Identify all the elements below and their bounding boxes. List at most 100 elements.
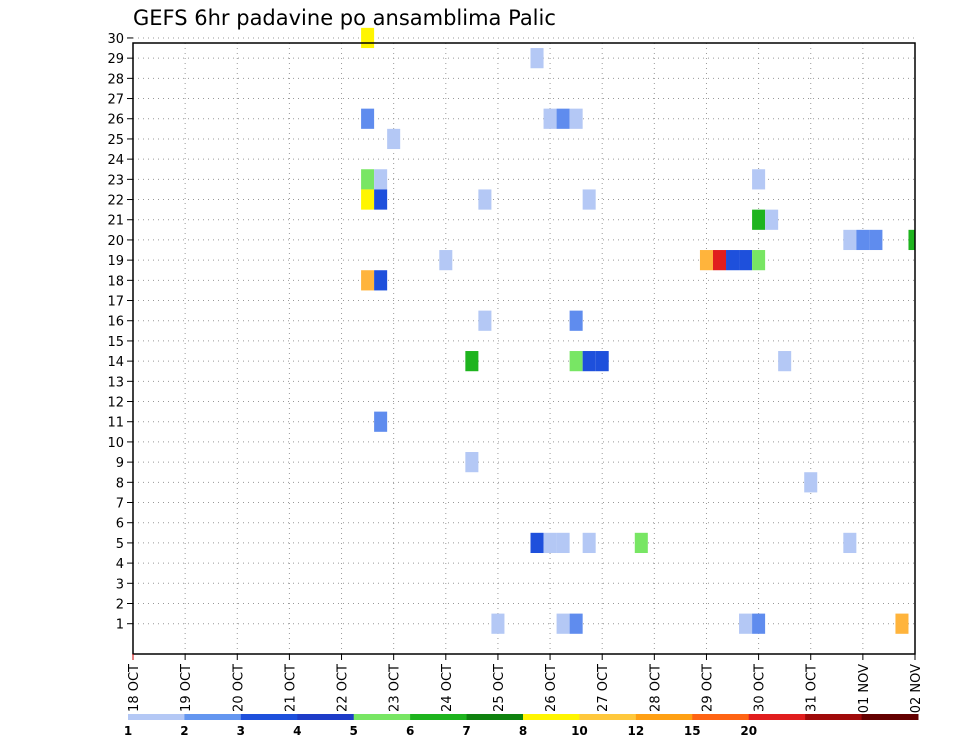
- heatmap-cell: [908, 229, 915, 251]
- colorbar-swatch: [410, 714, 468, 720]
- colorbar-label: 5: [350, 724, 358, 738]
- y-tick-label: 12: [107, 396, 124, 411]
- colorbar-swatch: [692, 714, 750, 720]
- heatmap-cell: [582, 351, 596, 372]
- y-tick-label: 18: [107, 274, 124, 289]
- y-tick-label: 19: [107, 254, 124, 269]
- heatmap-cell: [569, 310, 583, 331]
- colorbar-swatch: [748, 714, 806, 720]
- colorbar-swatch: [466, 714, 524, 720]
- heatmap-cell: [439, 250, 453, 271]
- heatmap-cell: [634, 532, 648, 554]
- x-tick-label: 01 NOV: [857, 664, 872, 713]
- heatmap-cell: [726, 250, 740, 271]
- heatmap-cell: [752, 209, 766, 230]
- y-tick-label: 23: [107, 173, 124, 188]
- heatmap-cell: [765, 209, 779, 230]
- heatmap-cell: [491, 613, 505, 634]
- y-tick-label: 21: [107, 214, 124, 229]
- x-tick-label: 19 OCT: [179, 664, 194, 712]
- y-tick-label: 11: [107, 416, 124, 431]
- y-tick-label: 4: [116, 557, 124, 572]
- y-tick-label: 17: [107, 295, 124, 310]
- colorbar-label: 8: [519, 724, 527, 738]
- chart-title: GEFS 6hr padavine po ansamblima Palic: [133, 6, 556, 30]
- y-axis: 1234567891011121314151617181920212223242…: [107, 32, 133, 633]
- heatmap-cell: [374, 270, 388, 291]
- heatmap-cell: [465, 351, 479, 372]
- colorbar-label: 7: [462, 724, 470, 738]
- heatmap-cell: [699, 250, 713, 271]
- colorbar-label: 1: [124, 724, 132, 738]
- heatmap-cell: [869, 229, 883, 251]
- heatmap-cell: [595, 351, 609, 372]
- colorbar-swatch: [523, 714, 580, 720]
- y-tick-label: 2: [116, 598, 124, 613]
- colorbar-swatch: [353, 714, 411, 720]
- heatmap-cell: [752, 250, 766, 271]
- colorbar-label: 10: [571, 724, 588, 738]
- heatmap-cell: [478, 189, 492, 210]
- colorbar-swatch: [240, 714, 298, 720]
- heatmap-cell: [556, 613, 570, 634]
- colorbar-label: 12: [628, 724, 645, 738]
- heatmap-cell: [387, 128, 401, 150]
- heatmap-cells: [361, 27, 915, 634]
- y-tick-label: 9: [116, 456, 124, 471]
- y-tick-label: 7: [116, 497, 124, 512]
- y-tick-label: 25: [107, 133, 124, 148]
- heatmap-cell: [752, 613, 766, 634]
- heatmap-cell: [361, 27, 375, 49]
- y-tick-label: 27: [107, 93, 124, 108]
- y-tick-label: 13: [107, 375, 124, 390]
- x-tick-label: 27 OCT: [596, 664, 611, 712]
- heatmap-cell: [804, 472, 818, 493]
- heatmap-cell: [374, 169, 388, 190]
- heatmap-cell: [374, 411, 388, 432]
- heatmap-cell: [530, 48, 544, 69]
- x-tick-label: 23 OCT: [388, 664, 403, 712]
- colorbar-swatch: [297, 714, 355, 720]
- heatmap-cell: [361, 189, 375, 210]
- heatmap-cell: [530, 532, 544, 554]
- heatmap-cell: [361, 169, 375, 190]
- colorbar-swatch: [579, 714, 637, 720]
- heatmap-cell: [556, 532, 570, 554]
- heatmap-cell: [739, 613, 753, 634]
- heatmap-cell: [478, 310, 492, 331]
- gridlines: [132, 37, 916, 654]
- x-tick-label: 02 NOV: [909, 664, 924, 713]
- heatmap-cell: [543, 532, 557, 554]
- heatmap-cell: [752, 169, 766, 190]
- colorbar-swatch: [128, 714, 185, 720]
- y-tick-label: 5: [116, 537, 124, 552]
- y-tick-label: 8: [116, 476, 124, 491]
- x-tick-label: 29 OCT: [700, 664, 715, 712]
- x-tick-label: 28 OCT: [648, 664, 663, 712]
- colorbar-label: 4: [293, 724, 301, 738]
- heatmap-cell: [569, 351, 583, 372]
- y-tick-label: 16: [107, 315, 124, 330]
- x-tick-label: 25 OCT: [492, 664, 507, 712]
- y-tick-label: 1: [116, 618, 124, 633]
- y-tick-label: 3: [116, 577, 124, 592]
- heatmap-cell: [361, 270, 375, 291]
- y-tick-label: 14: [107, 355, 124, 370]
- colorbar-swatch: [635, 714, 693, 720]
- y-tick-label: 24: [107, 153, 124, 168]
- heatmap-cell: [374, 189, 388, 210]
- heatmap-cell: [895, 613, 909, 634]
- colorbar-swatch: [861, 714, 919, 720]
- x-tick-label: 22 OCT: [336, 664, 351, 712]
- x-tick-label: 30 OCT: [753, 664, 768, 712]
- colorbar-swatch: [805, 714, 863, 720]
- plot-frame: [132, 42, 916, 655]
- colorbar-label: 6: [406, 724, 414, 738]
- x-tick-label: 20 OCT: [231, 664, 246, 712]
- x-tick-label: 26 OCT: [544, 664, 559, 712]
- colorbar-label: 20: [740, 724, 757, 738]
- heatmap-cell: [778, 351, 792, 372]
- y-tick-label: 28: [107, 72, 124, 87]
- colorbar-label: 3: [237, 724, 245, 738]
